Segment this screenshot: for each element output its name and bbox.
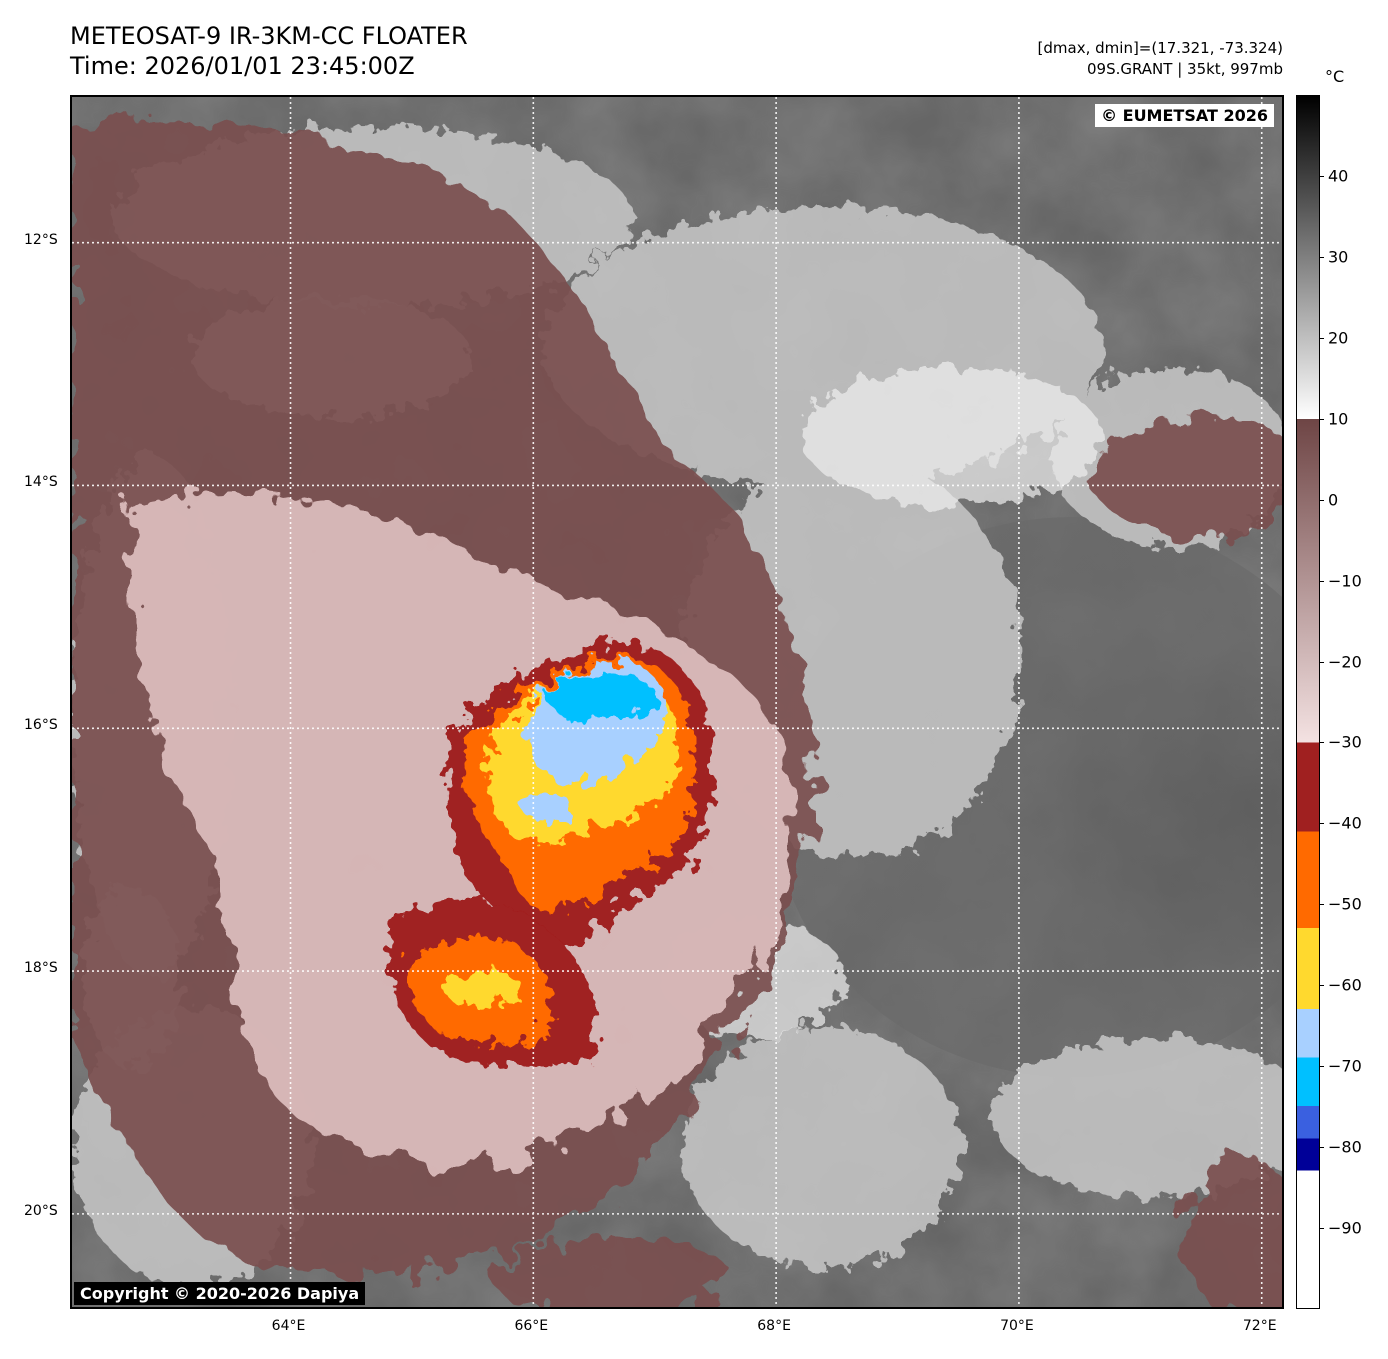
colorbar-tick — [1320, 1147, 1324, 1149]
latitude-tick-label: 16°S — [24, 717, 58, 734]
longitude-tick-label: 70°E — [1000, 1318, 1034, 1334]
colorbar-tick-label: −20 — [1328, 652, 1362, 672]
colorbar-tick-label: −30 — [1328, 732, 1362, 752]
colorbar-tick — [1320, 1228, 1324, 1230]
satellite-map[interactable]: © EUMETSAT 2026 Copyright © 2020-2026 Da… — [70, 95, 1284, 1309]
colorbar-tick-label: −70 — [1328, 1056, 1362, 1076]
colorbar-tick — [1320, 175, 1324, 177]
colorbar-tick-label: 20 — [1328, 328, 1349, 348]
colorbar-unit: °C — [1325, 67, 1345, 86]
latitude-tick-label: 14°S — [24, 474, 58, 491]
storm-info: 09S.GRANT | 35kt, 997mb — [1086, 60, 1283, 78]
colorbar-tick-label: −90 — [1328, 1218, 1362, 1238]
colorbar-tick-label: 30 — [1328, 247, 1349, 267]
colorbar-tick — [1320, 823, 1324, 825]
latitude-tick-label: 20°S — [24, 1202, 58, 1219]
longitude-tick-label: 64°E — [271, 1318, 306, 1334]
longitude-tick-label: 68°E — [757, 1318, 791, 1334]
dapiya-copyright-badge: Copyright © 2020-2026 Dapiya — [74, 1282, 366, 1305]
ir-imagery — [72, 97, 1282, 1307]
colorbar-tick-label: −10 — [1328, 571, 1362, 591]
colorbar-tick — [1320, 904, 1324, 906]
timestamp: Time: 2026/01/01 23:45:00Z — [70, 52, 415, 80]
temperature-colorbar — [1296, 95, 1320, 1309]
colorbar-tick — [1320, 580, 1324, 582]
longitude-tick-label: 66°E — [514, 1318, 549, 1334]
colorbar-tick-label: 0 — [1328, 490, 1339, 510]
colorbar-tick-label: −60 — [1328, 975, 1362, 995]
longitude-tick-label: 72°E — [1242, 1318, 1277, 1334]
colorbar-tick — [1320, 337, 1324, 339]
product-title: METEOSAT-9 IR-3KM-CC FLOATER — [70, 22, 468, 50]
latitude-tick-label: 18°S — [24, 960, 58, 977]
latitude-tick-label: 12°S — [24, 231, 58, 248]
colorbar-tick — [1320, 256, 1324, 258]
colorbar-tick — [1320, 499, 1324, 501]
colorbar-tick — [1320, 418, 1324, 420]
colorbar-tick-label: 10 — [1328, 409, 1349, 429]
colorbar-tick — [1320, 742, 1324, 744]
colorbar-tick-label: −80 — [1328, 1137, 1362, 1157]
colorbar-tick — [1320, 661, 1324, 663]
temperature-range: [dmax, dmin]=(17.321, -73.324) — [1037, 39, 1283, 57]
lat-lon-gridlines — [72, 97, 1282, 1307]
colorbar-tick — [1320, 1066, 1324, 1068]
eumetsat-copyright-badge: © EUMETSAT 2026 — [1095, 104, 1274, 127]
colorbar-tick-label: −40 — [1328, 813, 1362, 833]
colorbar-tick-label: −50 — [1328, 894, 1362, 914]
colorbar-tick — [1320, 985, 1324, 987]
colorbar-tick-label: 40 — [1328, 166, 1349, 186]
